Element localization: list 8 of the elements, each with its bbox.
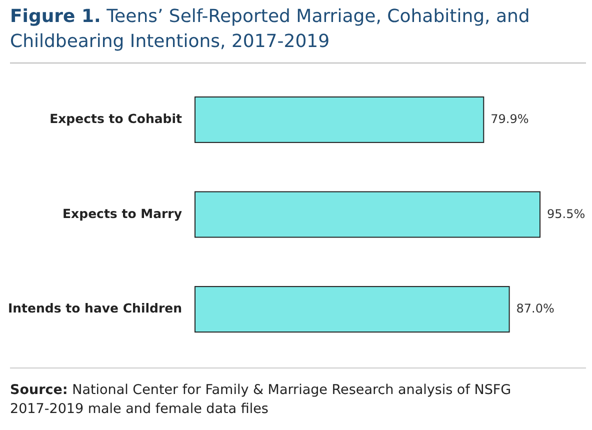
y-tick-label: Expects to Marry	[62, 206, 182, 221]
y-tick-label: Expects to Cohabit	[50, 111, 182, 126]
data-label: 79.9%	[490, 112, 529, 126]
source-note: Source: National Center for Family & Marriage Research analysis of NSFG 2017-2019 male and female data files	[10, 382, 512, 417]
y-tick-label: Intends to have Children	[8, 300, 182, 316]
data-label: 87.0%	[516, 302, 554, 316]
data-label: 95.5%	[547, 206, 586, 221]
chart-title: Figure 1. Teens’ Self-Reported Marriage, Cohabiting, and Childbearing Intentions, 2017-2019	[10, 6, 530, 52]
